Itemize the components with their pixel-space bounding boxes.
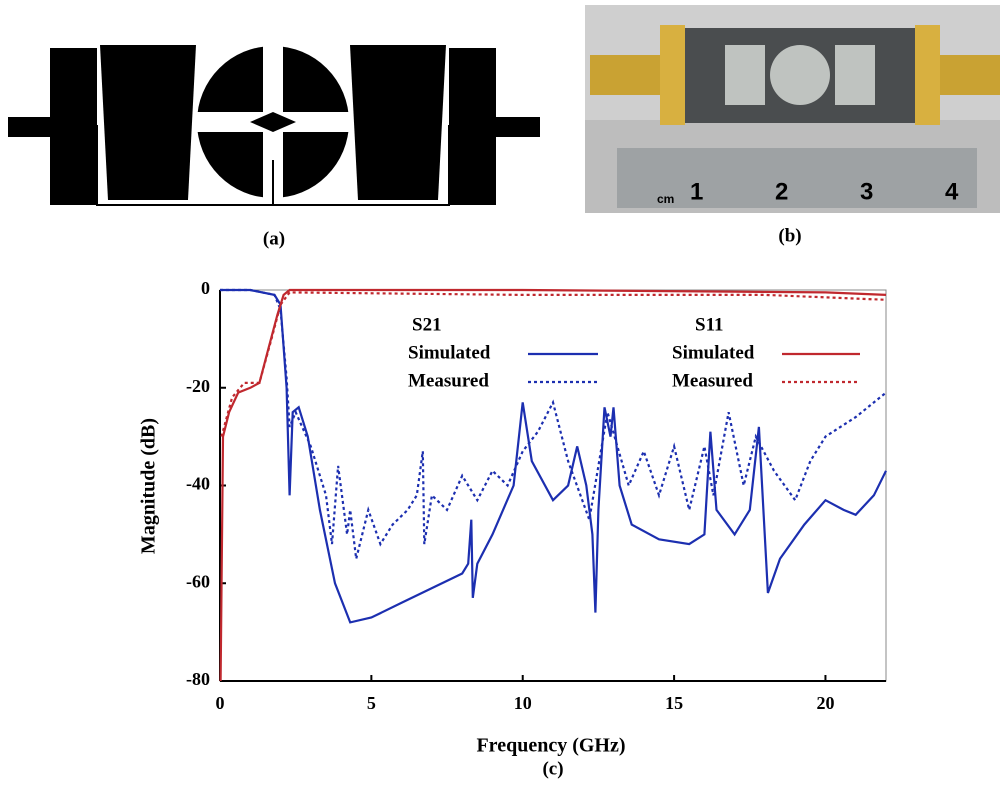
ruler-mark: 1 <box>690 178 703 205</box>
ruler-mark: 4 <box>945 178 959 205</box>
panel-caption: (c) <box>542 758 563 779</box>
x-tick-label: 0 <box>216 693 225 713</box>
series-line <box>219 288 887 682</box>
legend-group-title: S11 <box>695 314 724 335</box>
x-tick-label: 10 <box>514 693 532 713</box>
y-tick-label: 0 <box>201 278 210 298</box>
legend-label: Measured <box>408 370 489 391</box>
plot-frame <box>219 289 887 682</box>
y-tick-label: -80 <box>186 669 210 689</box>
series-line <box>220 291 887 437</box>
layout-diagram <box>8 45 540 206</box>
series-line <box>220 288 887 560</box>
x-tick-label: 20 <box>816 693 834 713</box>
ruler-mark: 2 <box>775 178 788 205</box>
legend-label: Simulated <box>408 342 491 363</box>
photo <box>585 5 1000 213</box>
series-line <box>220 288 887 624</box>
x-tick-label: 15 <box>665 693 683 713</box>
y-tick-label: -60 <box>186 571 210 591</box>
ruler-mark: 3 <box>860 178 873 205</box>
panel-caption: (b) <box>778 225 801 246</box>
x-axis-label: Frequency (GHz) <box>476 735 625 757</box>
legend-label: Simulated <box>672 342 755 363</box>
ruler-unit: cm <box>657 192 674 206</box>
x-tick-label: 5 <box>367 693 376 713</box>
legend-label: Measured <box>672 370 753 391</box>
panel-caption: (a) <box>263 228 285 249</box>
legend-group-title: S21 <box>412 314 442 335</box>
y-axis-label: Magnitude (dB) <box>138 418 160 554</box>
y-tick-label: -20 <box>186 376 210 396</box>
y-tick-label: -40 <box>186 474 210 494</box>
